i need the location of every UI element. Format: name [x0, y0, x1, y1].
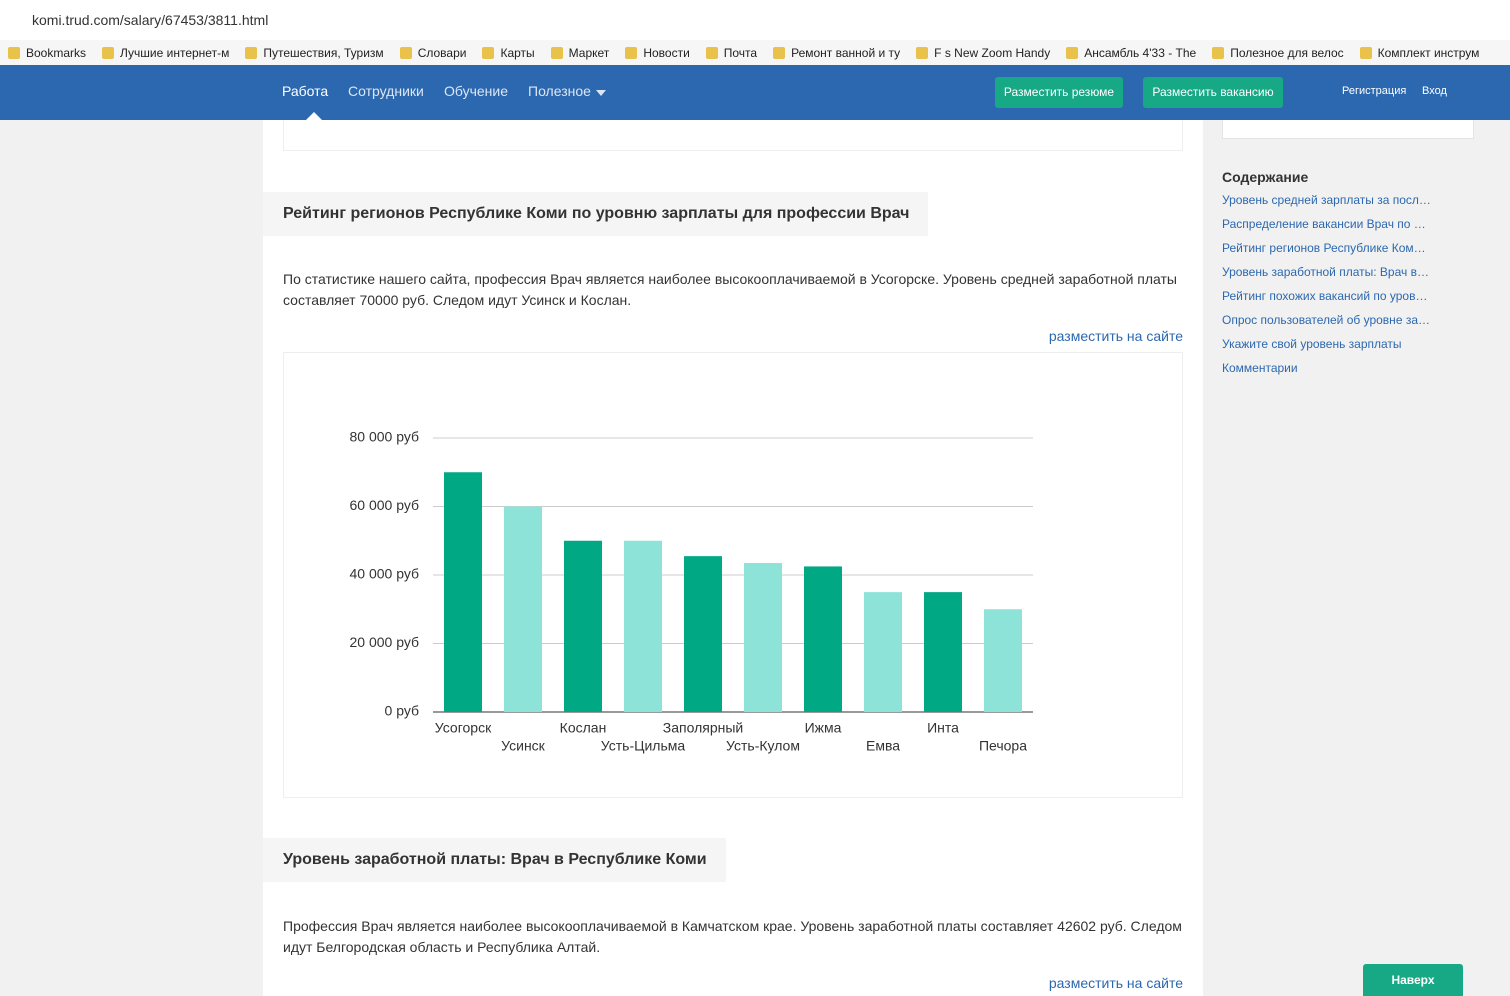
bookmarks-bar: Bookmarks Лучшие интернет-м Путешествия, Т…: [0, 40, 1510, 65]
toc: Уровень средней зарплаты за посл… Распред…: [1222, 193, 1431, 385]
bookmark[interactable]: Карты: [482, 45, 535, 60]
bookmark-label: Ансамбль 4'33 - The: [1084, 45, 1197, 60]
embed-link[interactable]: разместить на сайте: [1048, 328, 1183, 344]
nav-item[interactable]: Работа: [282, 83, 329, 99]
bookmark-label: Путешествия, Туризм: [263, 45, 384, 60]
bookmark-icon: [1066, 46, 1079, 59]
url[interactable]: komi.trud.com/salary/67453/3811.html: [32, 12, 269, 28]
bookmark[interactable]: Маркет: [550, 45, 610, 60]
bookmark-label: Словари: [417, 45, 467, 60]
bookmark-icon: [916, 46, 929, 59]
bookmark[interactable]: Bookmarks: [8, 46, 86, 60]
bookmark-icon: [705, 46, 718, 59]
bookmark-icon: [8, 46, 20, 59]
chart-card: [283, 352, 1183, 798]
bookmark-label: Ремонт ванной и ту: [791, 45, 901, 60]
toc-link[interactable]: Уровень средней зарплаты за посл…: [1222, 193, 1431, 207]
bookmark-label: Полезное для велос: [1230, 45, 1344, 60]
toc-link[interactable]: Опрос пользователей об уровне за…: [1222, 313, 1430, 327]
bookmark-icon: [625, 46, 638, 59]
bookmark[interactable]: Лучшие интернет-м: [102, 46, 229, 60]
content: Рейтинг регионов Республике Коми по уров…: [263, 120, 1203, 996]
bookmark-label: F s New Zoom Handy: [934, 45, 1051, 60]
bookmark-icon: [1359, 46, 1372, 59]
bookmark-label: Почта: [723, 45, 758, 60]
section-title: Уровень заработной платы: Врач в Республ…: [263, 838, 726, 882]
address-bar: komi.trud.com/salary/67453/3811.html: [0, 0, 1510, 41]
toc-link[interactable]: Распределение вакансии Врач по …: [1222, 217, 1426, 231]
nav-item[interactable]: Обучение: [444, 83, 509, 99]
section-title: Рейтинг регионов Республике Коми по уров…: [263, 192, 928, 236]
active-marker: [306, 112, 322, 120]
bookmark-label: Карты: [500, 45, 535, 60]
paragraph: По статистике нашего сайта, профессия Вр…: [283, 271, 1177, 308]
button[interactable]: Разместить вакансию: [1143, 77, 1283, 108]
bookmark[interactable]: Полезное для велос: [1212, 45, 1344, 60]
toc-link[interactable]: Уровень заработной платы: Врач в…: [1222, 265, 1429, 279]
toc-link[interactable]: Рейтинг похожих вакансий по уров…: [1222, 289, 1428, 303]
button[interactable]: Разместить резюме: [995, 77, 1123, 108]
bookmark-icon: [399, 46, 412, 59]
widget-remnant: [1222, 120, 1474, 139]
bookmark[interactable]: Ремонт ванной и ту: [773, 46, 900, 60]
dropdown-caret: [596, 90, 606, 96]
bookmark[interactable]: F s New Zoom Handy: [916, 46, 1050, 60]
bookmark-label: Лучшие интернет-м: [120, 45, 230, 60]
bookmark[interactable]: Ансамбль 4'33 - The: [1066, 46, 1196, 60]
card: [283, 120, 1183, 151]
embed-link[interactable]: разместить на сайте: [1048, 975, 1183, 991]
bookmark-label: Новости: [643, 45, 690, 60]
nav-link[interactable]: Регистрация: [1342, 85, 1407, 97]
nav-bar: Работа Сотрудники Обучение Полезное Разм…: [0, 65, 1510, 120]
nav-item[interactable]: Сотрудники: [348, 83, 424, 99]
nav-link[interactable]: Вход: [1422, 85, 1447, 97]
bookmark-icon: [773, 46, 786, 59]
paragraph: Профессия Врач является наиболее высокоо…: [283, 918, 1182, 955]
bookmark-icon: [102, 46, 115, 59]
nav-item[interactable]: Полезное: [528, 83, 591, 99]
bookmark-label: Комплект инструм: [1377, 45, 1480, 60]
toc-link[interactable]: Рейтинг регионов Республике Ком…: [1222, 241, 1426, 255]
bookmark[interactable]: Почта: [705, 45, 758, 60]
bookmark-label: Маркет: [568, 45, 610, 60]
bookmark[interactable]: Путешествия, Туризм: [245, 45, 384, 60]
bookmark-label: Bookmarks: [26, 45, 87, 60]
scroll-top-button[interactable]: Наверх: [1363, 964, 1463, 996]
bookmark[interactable]: Комплект инструм: [1359, 45, 1480, 60]
bookmark-icon: [1212, 46, 1225, 59]
bookmark[interactable]: Новости: [625, 45, 690, 60]
bookmark[interactable]: Словари: [399, 45, 467, 60]
sidebar-title: Содержание: [1222, 169, 1309, 185]
bookmark-icon: [550, 46, 563, 59]
bookmark-icon: [245, 46, 258, 59]
bookmark-icon: [482, 46, 495, 59]
toc-link[interactable]: Укажите свой уровень зарплаты: [1222, 337, 1402, 351]
toc-link[interactable]: Комментарии: [1222, 361, 1298, 375]
